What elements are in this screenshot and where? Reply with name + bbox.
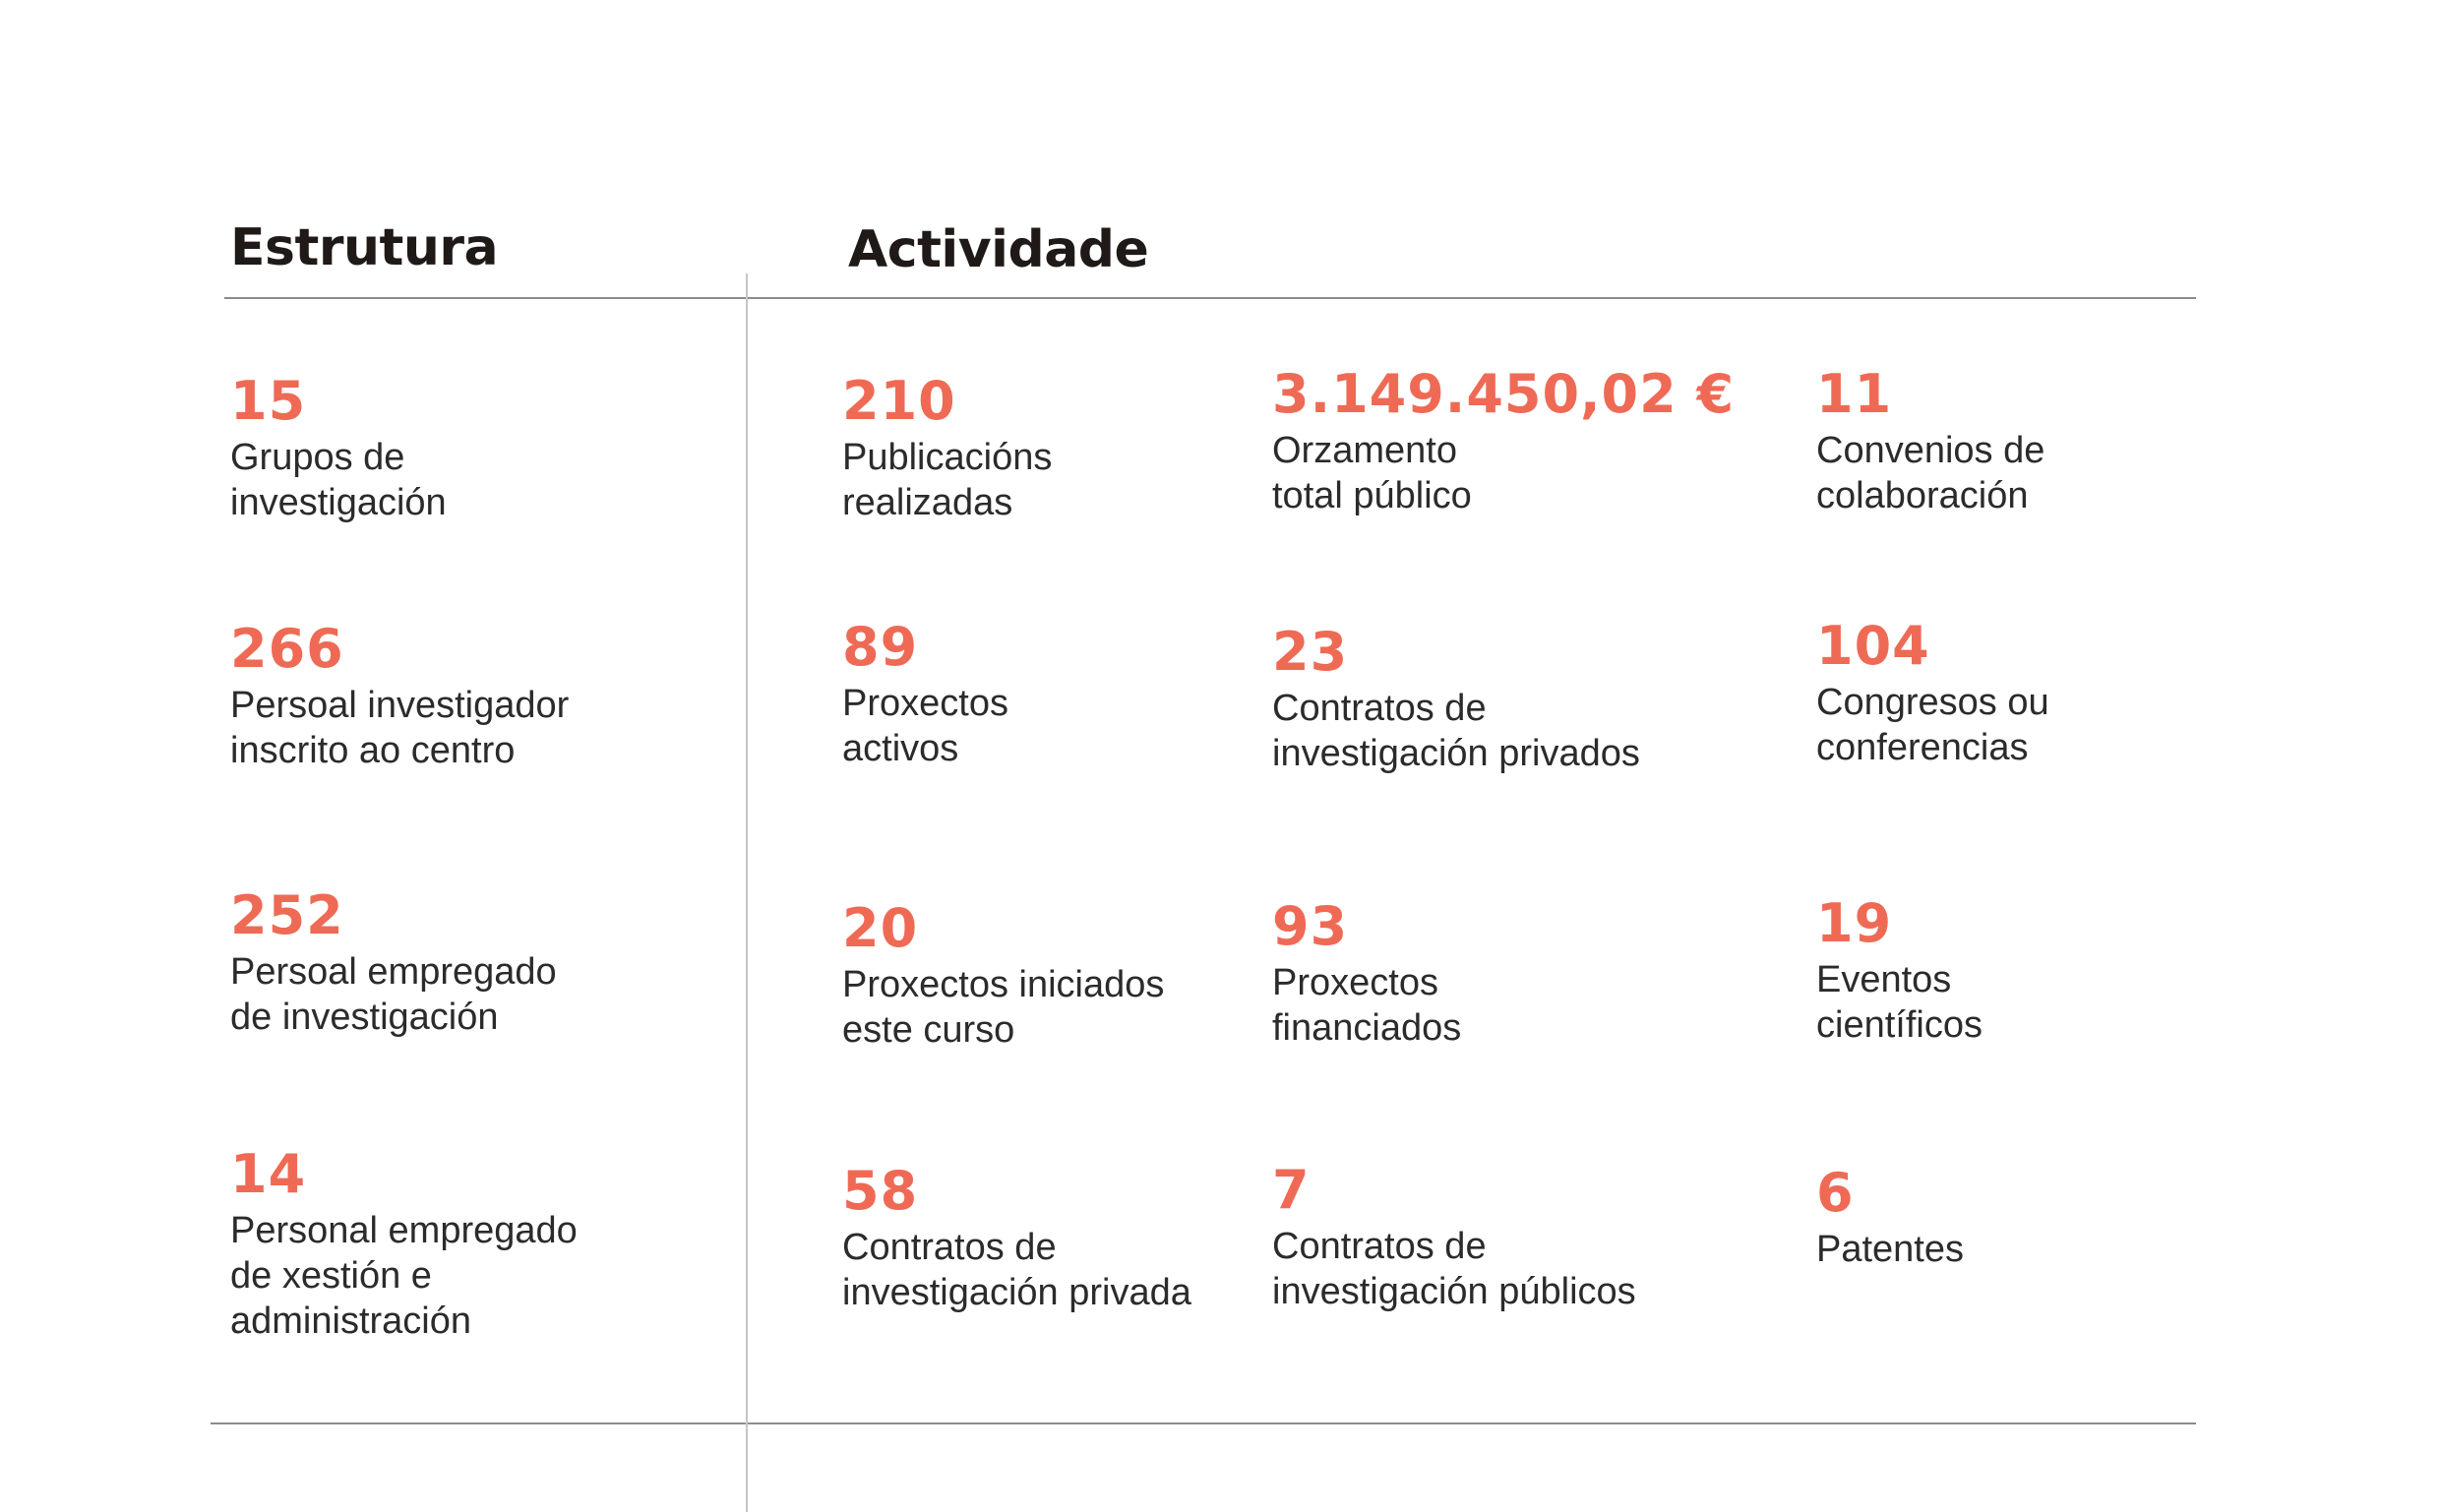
stat-contratos-privados: 23 Contratos de investigación privados: [1272, 625, 1640, 776]
stat-persoal-investigador: 266 Persoal investigador inscrito ao cen…: [230, 622, 569, 773]
stat-proxectos-activos: 89 Proxectos activos: [842, 620, 1008, 771]
stat-label: Proxectos financiados: [1272, 962, 1462, 1049]
stat-label: Persoal empregado de investigación: [230, 951, 557, 1038]
stat-label: Eventos científicos: [1816, 959, 1983, 1046]
stat-proxectos-financiados: 93 Proxectos financiados: [1272, 899, 1461, 1051]
stat-value: 58: [842, 1160, 919, 1222]
stat-patentes: 6 Patentes: [1816, 1166, 1964, 1272]
stat-value: 104: [1816, 615, 1930, 677]
stat-value: 89: [842, 616, 919, 678]
stat-value: 11: [1816, 363, 1893, 425]
stat-value: 3.149.450,02 €: [1272, 363, 1736, 425]
stat-label: Proxectos iniciados este curso: [842, 964, 1165, 1051]
stat-label: Grupos de investigación: [230, 437, 447, 523]
bottom-divider: [211, 1422, 2196, 1424]
stat-value: 15: [230, 370, 307, 432]
stat-value: 252: [230, 884, 344, 946]
stat-convenios: 11 Convenios de colaboración: [1816, 367, 2044, 518]
stat-congresos: 104 Congresos ou conferencias: [1816, 619, 2049, 770]
stat-label: Contratos de investigación públicos: [1272, 1226, 1636, 1312]
stat-value: 23: [1272, 621, 1349, 683]
stat-value: 14: [230, 1143, 307, 1205]
stat-label: Orzamento total público: [1272, 430, 1472, 516]
section-title-estrutura: Estrutura: [230, 218, 499, 277]
stat-label: Proxectos activos: [842, 683, 1008, 769]
stat-value: 19: [1816, 892, 1893, 954]
stat-eventos: 19 Eventos científicos: [1816, 896, 1983, 1048]
stat-persoal-empregado-investigacion: 252 Persoal empregado de investigación: [230, 888, 557, 1040]
stat-label: Contratos de investigación privados: [1272, 688, 1640, 774]
stat-label: Publicacións realizadas: [842, 437, 1053, 523]
column-divider: [746, 273, 748, 1512]
stat-label: Patentes: [1816, 1229, 1964, 1270]
top-divider: [224, 297, 2196, 299]
stat-value: 20: [842, 897, 919, 959]
stat-value: 266: [230, 618, 344, 680]
stat-grupos-investigacion: 15 Grupos de investigación: [230, 374, 447, 525]
stat-value: 7: [1272, 1159, 1311, 1221]
stat-label: Personal empregado de xestión e administ…: [230, 1210, 578, 1342]
stat-contratos-publicos: 7 Contratos de investigación públicos: [1272, 1163, 1636, 1314]
stat-proxectos-iniciados: 20 Proxectos iniciados este curso: [842, 901, 1164, 1053]
stat-label: Persoal investigador inscrito ao centro: [230, 685, 570, 771]
stat-publicacions: 210 Publicacións realizadas: [842, 374, 1052, 525]
stat-label: Congresos ou conferencias: [1816, 682, 2049, 768]
stat-value: 93: [1272, 895, 1349, 957]
stat-value: 210: [842, 370, 956, 432]
stat-personal-xestion: 14 Personal empregado de xestión e admin…: [230, 1147, 578, 1344]
section-title-actividade: Actividade: [848, 220, 1149, 279]
stat-value: 6: [1816, 1162, 1855, 1224]
stat-label: Convenios de colaboración: [1816, 430, 2045, 516]
stat-orzamento: 3.149.450,02 € Orzamento total público: [1272, 367, 1735, 518]
stat-contratos-privada: 58 Contratos de investigación privada: [842, 1164, 1191, 1315]
stat-label: Contratos de investigación privada: [842, 1227, 1191, 1313]
